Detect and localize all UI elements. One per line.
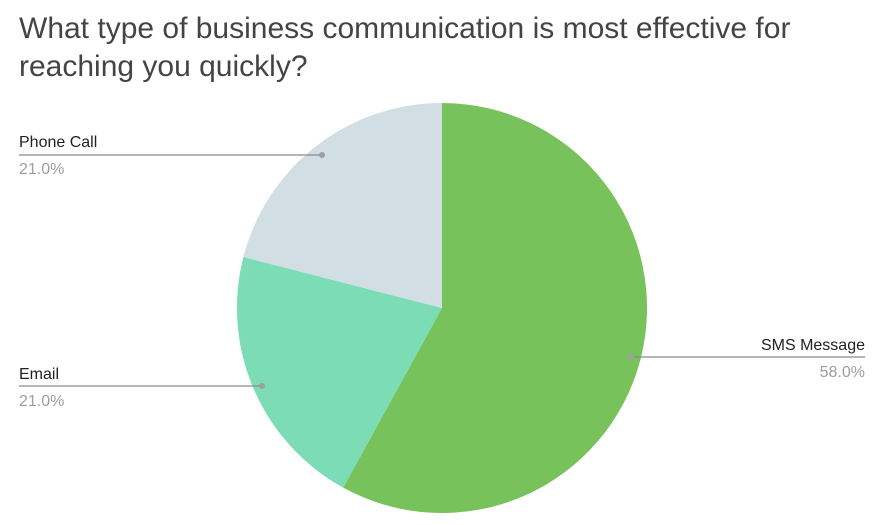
slice-phone-call[interactable]: [243, 103, 442, 308]
leader-line-sms-message: [628, 354, 865, 360]
slice-sms-message[interactable]: [343, 102, 648, 513]
chart-title: What type of business communication is m…: [19, 12, 791, 83]
leader-line-email: [19, 383, 265, 389]
label-sms-message-value: 58.0%: [819, 364, 865, 381]
label-phone-call-value: 21.0%: [19, 161, 65, 178]
label-sms-message-name: SMS Message: [760, 337, 865, 354]
label-email-value: 21.0%: [19, 393, 65, 410]
slice-email[interactable]: [236, 257, 442, 488]
label-email-name: Email: [19, 366, 60, 383]
label-phone-call-name: Phone Call: [19, 134, 98, 151]
leader-line-phone-call: [19, 152, 325, 158]
